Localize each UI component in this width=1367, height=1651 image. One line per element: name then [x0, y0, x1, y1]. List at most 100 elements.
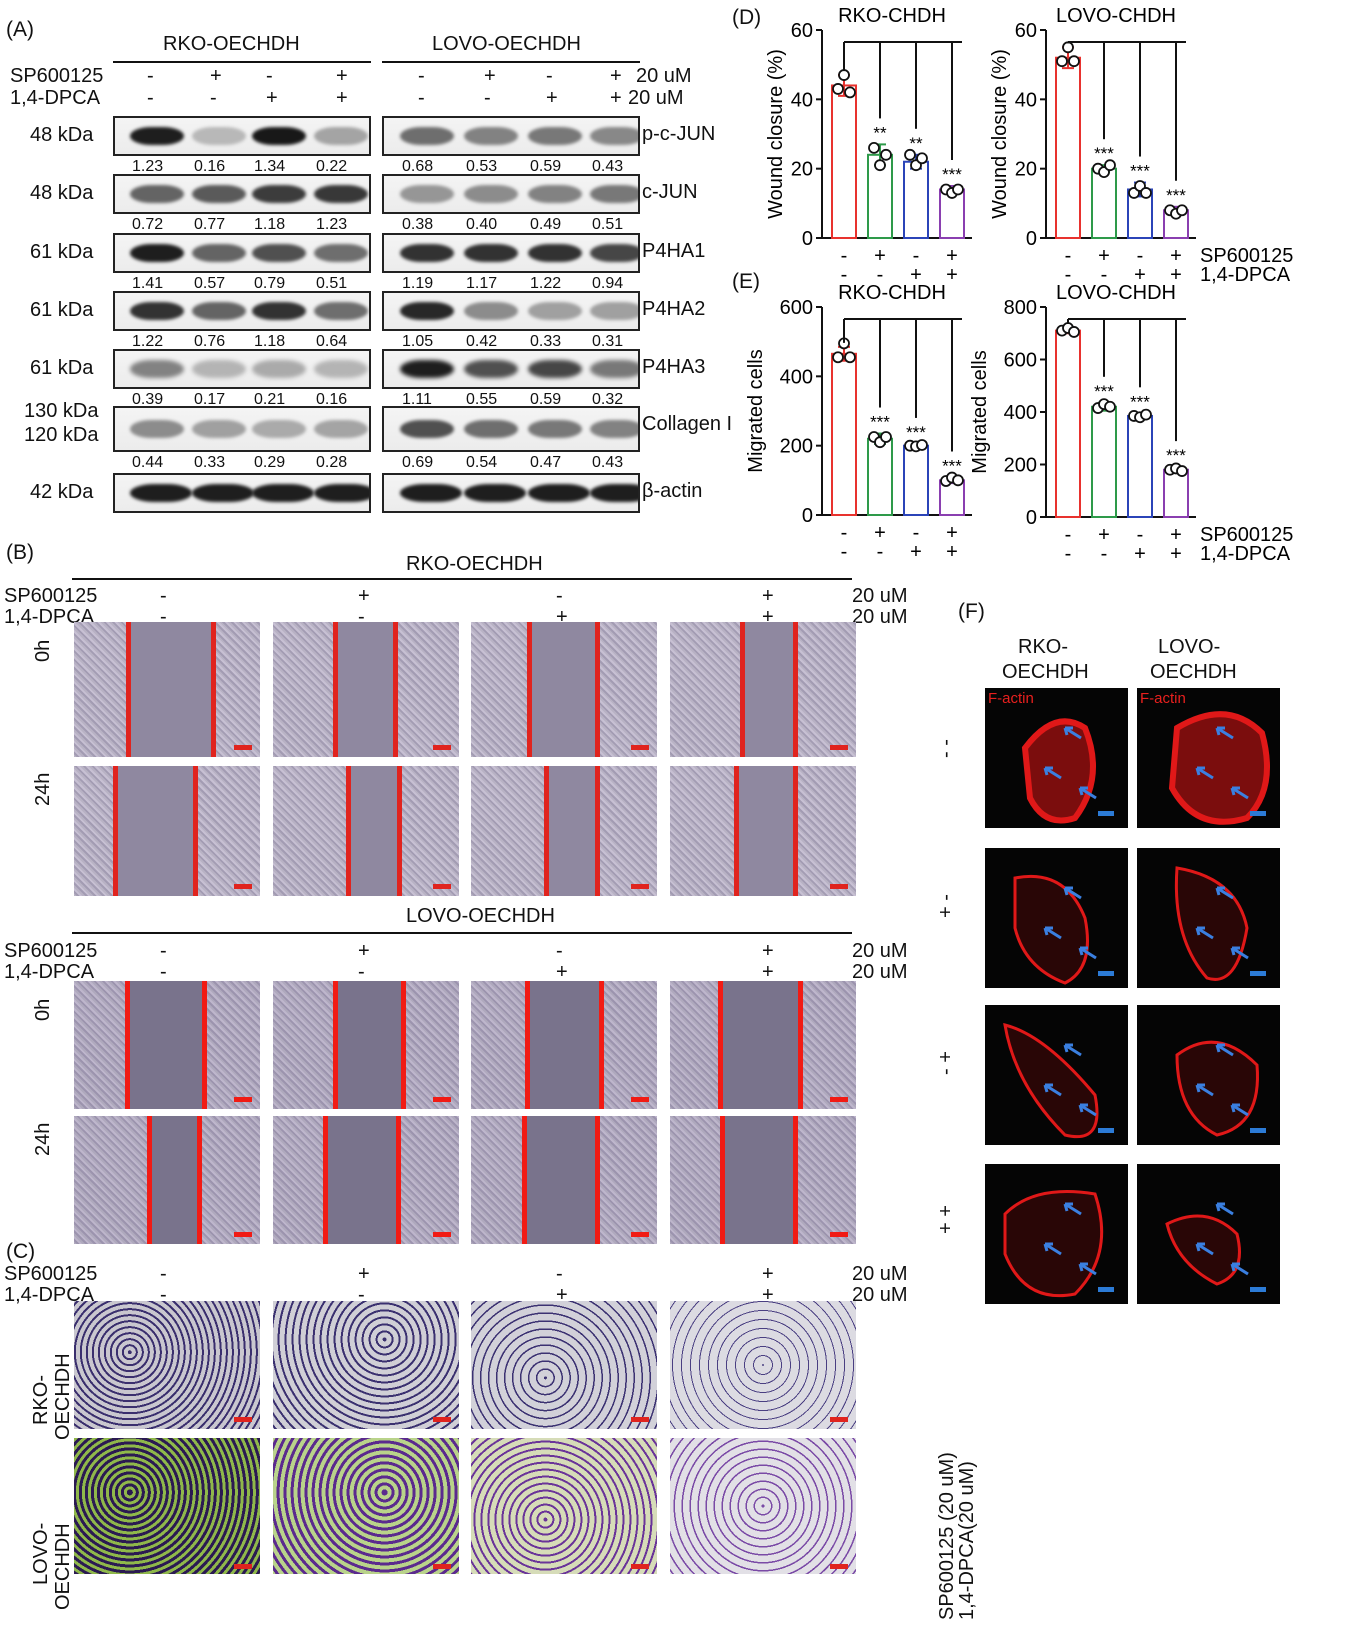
panel-d-letter: (D) [732, 6, 762, 29]
densitometry-value: 1.05 [402, 333, 434, 350]
densitometry-value: 0.38 [402, 216, 434, 233]
wound-image [273, 622, 459, 757]
wound-edge-line [793, 622, 798, 757]
treatment-sign-dpca: - [210, 87, 217, 109]
treatment-sign-sp: - [841, 245, 848, 267]
arrow-marker [1195, 1242, 1214, 1256]
bar [1055, 329, 1081, 518]
protein-band [130, 302, 184, 320]
scale-bar [631, 745, 649, 750]
treatment-sign-dpca: + [910, 264, 922, 286]
y-tick-label: 200 [1004, 455, 1037, 477]
densitometry-value: 0.69 [402, 454, 434, 471]
mw-marker-label: 48 kDa [30, 182, 94, 204]
data-point [1062, 41, 1074, 54]
wound-image [74, 622, 260, 757]
data-point [1104, 400, 1116, 413]
wound-edge-line [522, 1116, 527, 1244]
arrow-marker [1078, 1262, 1097, 1276]
y-tick-label: 40 [791, 89, 813, 111]
row-label-rko: OECHDH [52, 1353, 74, 1440]
y-tick-label: 800 [1004, 297, 1037, 319]
wound-image [670, 1116, 856, 1244]
f-actin-stain [1165, 1202, 1249, 1286]
chart-title: LOVO-CHDH [1056, 282, 1176, 304]
treatment-sign-dpca: + [946, 541, 958, 563]
protein-band [464, 302, 518, 320]
densitometry-value: 1.23 [132, 158, 164, 175]
treatment-sign-sp: - [418, 65, 425, 87]
y-axis-label: Wound closure (%) [989, 49, 1011, 219]
treatment-sign-sp: + [762, 585, 774, 607]
treatment-sign-sp: - [913, 245, 920, 267]
treatment-sign-sp: - [160, 585, 167, 607]
blot-strip [382, 473, 640, 513]
densitometry-value: 1.34 [254, 158, 286, 175]
treatment-sign-dpca: + [610, 87, 622, 109]
protein-band [130, 420, 184, 438]
treatment-sign-dpca: + [1170, 543, 1182, 565]
scale-bar [1098, 1287, 1114, 1292]
densitometry-value: 0.57 [194, 275, 226, 292]
arrow-marker [1063, 726, 1082, 740]
arrow-marker [1078, 786, 1097, 800]
wound-gap [736, 766, 796, 896]
cell-outline [1003, 1190, 1104, 1298]
treatment-sign-dpca: + [762, 1284, 774, 1306]
densitometry-value: 0.40 [466, 216, 498, 233]
chart-title: RKO-CHDH [838, 282, 946, 304]
row-label-dpca: 1,4-DPCA [1200, 264, 1291, 286]
densitometry-value: 0.42 [466, 333, 498, 350]
wound-edge-line [793, 766, 798, 896]
mw-marker-label: 61 kDa [30, 241, 94, 263]
panel-f-col-title-lovo-1: LOVO- [1158, 636, 1221, 658]
y-tick-label: 20 [1015, 159, 1037, 181]
panel-f-col-title-rko-1: RKO- [1018, 636, 1068, 658]
row-label-sp: SP600125 [1200, 245, 1293, 267]
f-actin-stain [1003, 1190, 1104, 1298]
treatment-sign-sp: + [358, 585, 370, 607]
treatment-sign-dpca: - [358, 606, 365, 628]
wound-edge-line [527, 622, 532, 757]
protein-label: P4HA3 [642, 356, 706, 378]
densitometry-value: 0.43 [592, 158, 624, 175]
densitometry-value: 0.33 [530, 333, 562, 350]
treatment-sign-sp: - [160, 940, 167, 962]
wound-gap [742, 622, 796, 757]
protein-band [590, 420, 638, 438]
densitometry-value: 0.44 [132, 454, 164, 471]
arrow-marker [1078, 946, 1097, 960]
densitometry-value: 0.17 [194, 391, 226, 408]
protein-band [590, 360, 638, 378]
data-point [1104, 159, 1116, 172]
wound-edge-line [397, 766, 402, 896]
row-label-dpca: 1,4-DPCA [1200, 543, 1291, 565]
y-tick-label: 400 [780, 366, 813, 388]
wound-gap [529, 622, 598, 757]
densitometry-value: 0.32 [592, 391, 624, 408]
wound-edge-line [346, 766, 351, 896]
scale-bar [1098, 971, 1114, 976]
protein-band [314, 244, 368, 262]
scale-bar [631, 1097, 649, 1102]
densitometry-value: 0.72 [132, 216, 164, 233]
treatment-sign-dpca: - [1065, 264, 1072, 286]
protein-band [252, 484, 314, 502]
wound-image [273, 1116, 459, 1244]
densitometry-value: 0.21 [254, 391, 286, 408]
wound-edge-line [333, 622, 338, 757]
y-tick-label: 400 [1004, 402, 1037, 424]
arrow-marker [1215, 726, 1234, 740]
wound-edge-line [740, 622, 745, 757]
bar [1055, 56, 1081, 239]
blot-strip [382, 174, 640, 214]
wound-edge-line [595, 622, 600, 757]
densitometry-value: 1.22 [132, 333, 164, 350]
scale-bar [234, 745, 252, 750]
densitometry-value: 0.53 [466, 158, 498, 175]
panel-b-title-rko: RKO-OECHDH [406, 553, 543, 575]
y-tick-label: 600 [780, 297, 813, 319]
treatment-sign-dpca: + [1170, 264, 1182, 286]
significance-marker: *** [870, 413, 890, 432]
